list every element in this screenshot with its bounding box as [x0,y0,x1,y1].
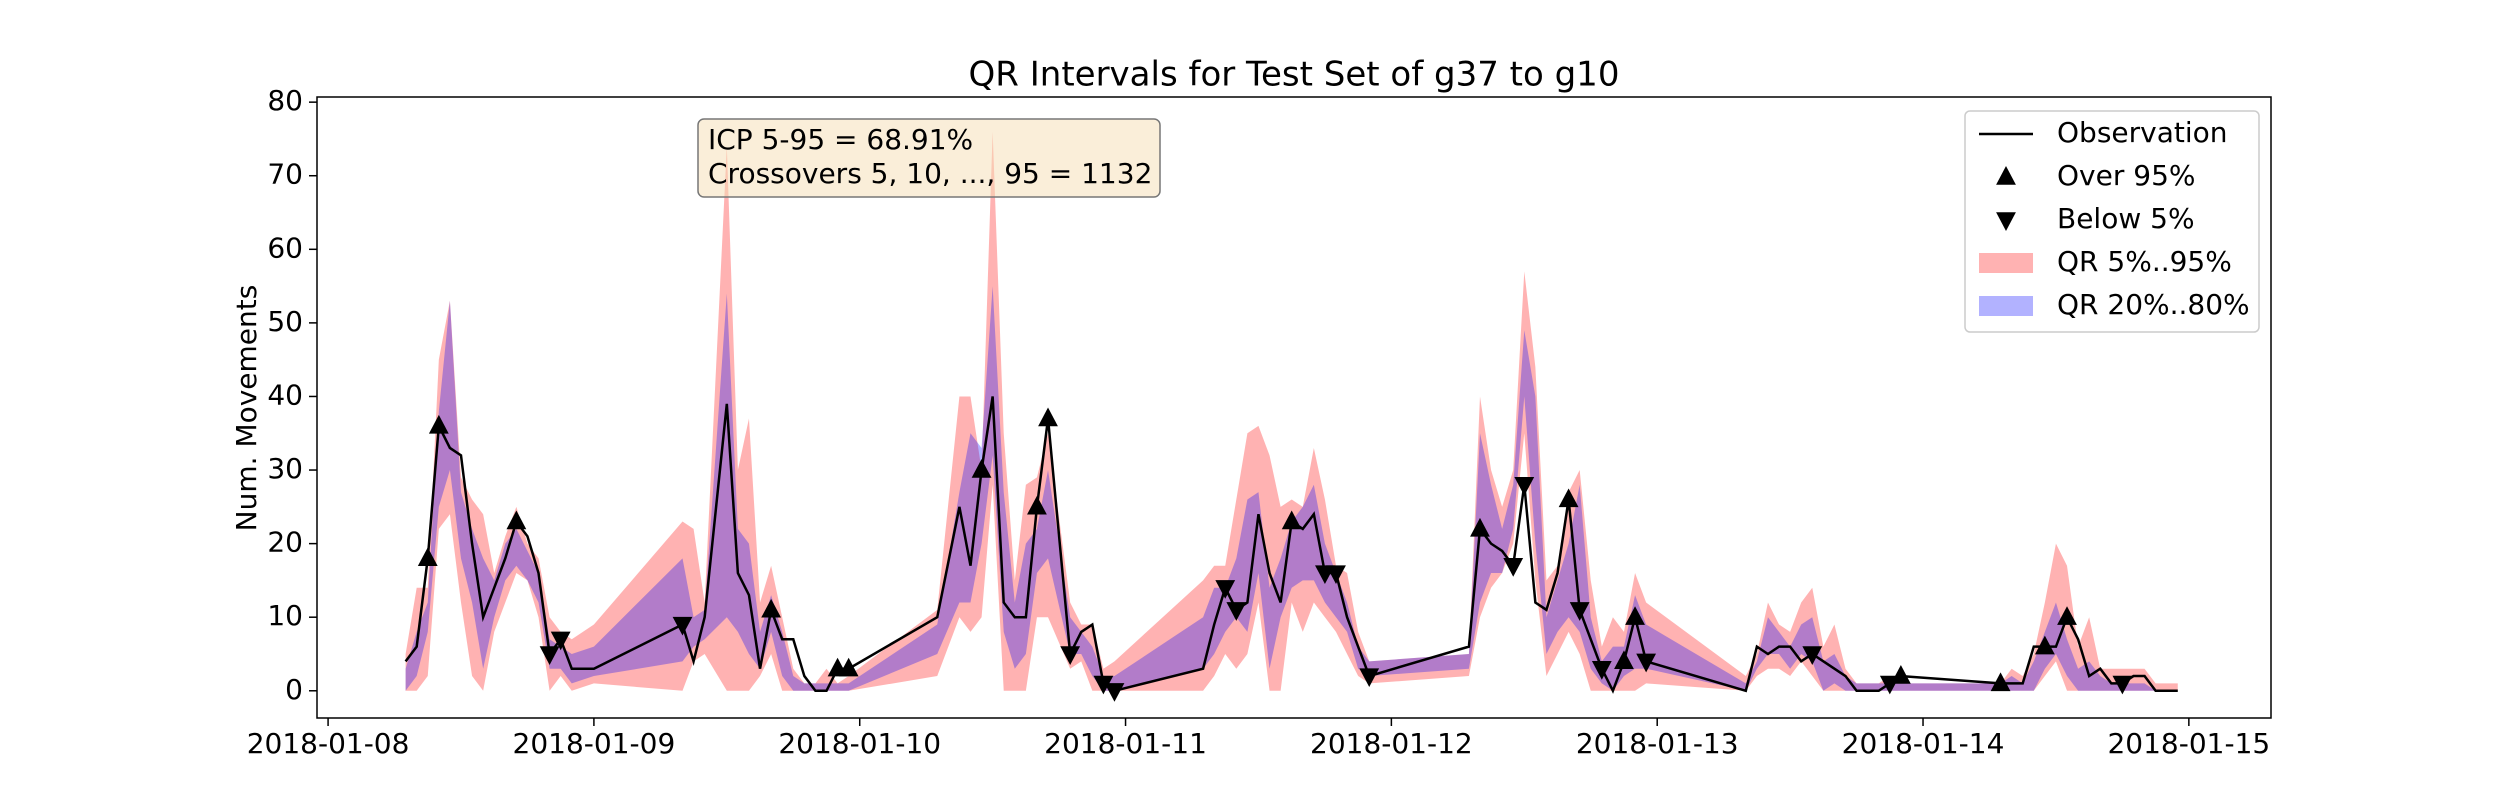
marker [1326,565,1346,585]
legend-label: QR 5%..95% [2057,245,2232,278]
annotation-box [697,118,1161,198]
marker [2034,635,2055,655]
y-tick-label: 80 [267,84,303,117]
legend-label: QR 20%..80% [2057,288,2250,321]
annotation: ICP 5-95 = 68.91%Crossovers 5, 10, ..., … [697,118,1161,198]
marker [1879,675,1900,695]
marker [1038,407,1058,427]
marker [1569,602,1590,621]
marker [1625,606,1645,625]
marker [1215,580,1236,599]
chart-title: QR Intervals for Test Set of g37 to g10 [969,55,1620,95]
marker [1359,668,1380,688]
y-tick-label: 10 [267,599,303,632]
legend-swatch [1979,296,2033,316]
legend-label: Over 95% [2057,159,2195,192]
marker [1470,517,1490,537]
marker [1614,650,1634,670]
marker [1104,683,1125,702]
x-tick-label: 2018-01-12 [1310,727,1473,760]
y-tick-label: 20 [267,526,303,559]
x-tick-label: 2018-01-13 [1576,727,1739,760]
legend-label: Observation [2057,116,2228,149]
marker [672,616,693,636]
marker [1226,602,1247,621]
y-tick-label: 30 [267,452,303,485]
x-tick-label: 2018-01-14 [1842,727,2005,760]
annotation-text: ICP 5-95 = 68.91% [708,123,973,156]
marker [506,510,527,530]
annotation-text: Crossovers 5, 10, ..., 95 = 1132 [708,157,1152,190]
y-tick-label: 50 [267,305,303,338]
marker [1636,653,1657,673]
marker [1591,661,1612,680]
marker [417,547,438,567]
observation-line [404,396,2178,694]
legend-label: Below 5% [2057,202,2195,235]
marker [1093,675,1114,695]
y-axis-label: Num. Movements [230,285,263,532]
y-tick-label: 40 [267,378,303,411]
band [405,131,2178,691]
marker [1503,557,1524,577]
marker [550,631,571,651]
y-tick-label: 70 [267,158,303,191]
marker [1558,488,1579,508]
marker [1027,495,1047,515]
legend: Observation Over 95% Below 5% QR 5%..95% QR … [1964,110,2260,333]
legend-box [1964,110,2260,333]
marker [761,598,782,618]
marker [428,414,449,434]
marker [539,646,560,665]
x-tick-label: 2018-01-11 [1044,727,1207,760]
marker [1802,646,1823,665]
plot-frame [316,96,2272,719]
marker [1514,477,1535,496]
marker [2112,675,2133,695]
legend-swatch [1996,212,2016,231]
marker [2057,606,2077,625]
x-tick-label: 2018-01-08 [247,727,410,760]
legend-swatch [1996,166,2016,185]
band [405,286,2178,691]
marker [971,459,992,478]
y-tick-label: 0 [285,673,303,706]
marker [1990,672,2011,692]
x-tick-label: 2018-01-09 [513,727,676,760]
marker [838,657,859,677]
x-tick-label: 2018-01-10 [778,727,941,760]
x-tick-label: 2018-01-15 [2107,727,2270,760]
marker [1060,646,1081,665]
legend-swatch [1979,253,2033,273]
marker [1281,510,1302,530]
y-tick-label: 60 [267,231,303,264]
